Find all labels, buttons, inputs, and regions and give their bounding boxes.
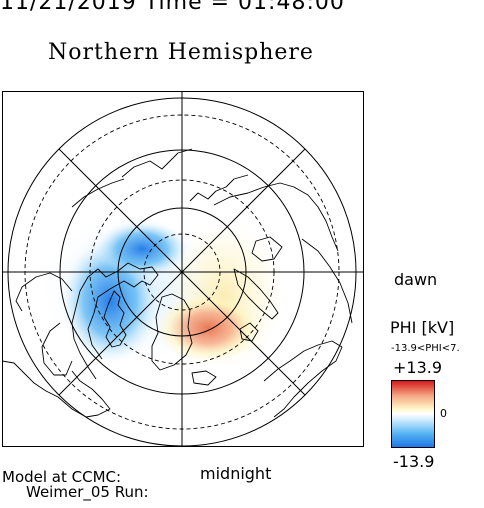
greenland-coast <box>151 293 193 371</box>
polar-map <box>2 91 364 447</box>
colorbar-range: -13.9<PHI<7. <box>391 343 460 354</box>
map-frame <box>2 91 364 447</box>
asia-east <box>121 148 193 178</box>
alaska-coast <box>15 272 73 312</box>
siberia-inner <box>189 174 249 202</box>
colorbar <box>391 380 435 448</box>
run-label: Weimer_05 Run: <box>26 483 149 501</box>
iceland <box>191 370 217 386</box>
canada-islands <box>103 290 127 348</box>
hudson-bay <box>41 322 73 376</box>
dawn-label: dawn <box>394 270 438 289</box>
datetime-title: 11/21/2019 Time = 01:48:00 <box>0 0 345 15</box>
scandinavia <box>263 340 343 418</box>
polar-grid <box>2 91 364 447</box>
taymyr <box>251 236 283 262</box>
colorbar-title: PHI [kV] <box>390 318 455 337</box>
chukotka <box>71 178 125 208</box>
canada-arctic-coast <box>71 262 159 380</box>
europe-north <box>301 238 353 324</box>
svalbard <box>239 322 259 342</box>
coastlines <box>2 148 353 418</box>
novaya-zemlya <box>233 268 279 320</box>
hemisphere-title: Northern Hemisphere <box>48 40 314 65</box>
colorbar-zero-label: 0 <box>440 407 447 420</box>
meridian-d2 <box>58 148 306 396</box>
model-label: Model at CCMC: <box>2 468 122 486</box>
midnight-label: midnight <box>200 464 272 483</box>
positive-cell <box>156 294 260 362</box>
colorbar-min-label: -13.9 <box>393 452 435 471</box>
siberia-coast <box>213 182 339 252</box>
north-america-west <box>2 360 111 418</box>
colorbar-max-label: +13.9 <box>393 358 443 377</box>
